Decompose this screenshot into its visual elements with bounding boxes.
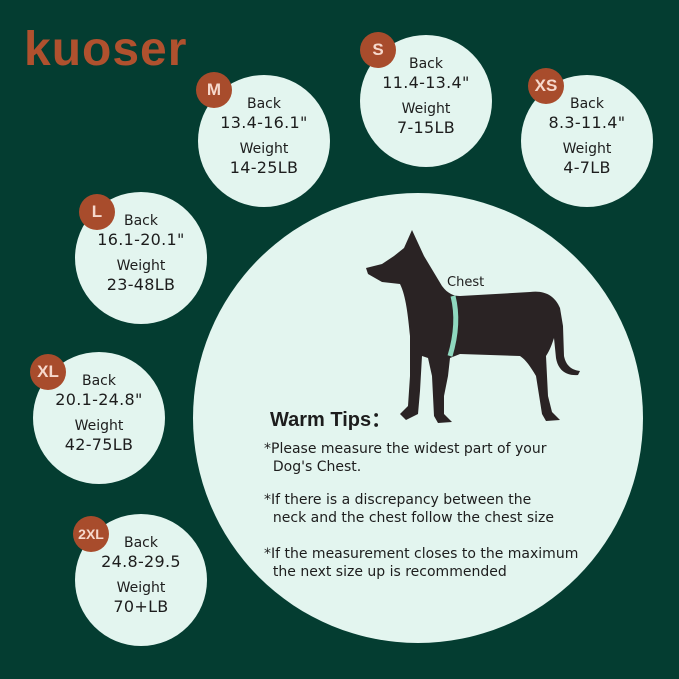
size-circle-xl: Back 20.1-24.8" Weight 42-75LB [33, 352, 165, 484]
back-value: 16.1-20.1" [97, 230, 185, 249]
back-label: Back [570, 96, 604, 112]
back-value: 11.4-13.4" [382, 73, 470, 92]
weight-value: 4-7LB [563, 158, 611, 177]
weight-value: 70+LB [113, 597, 169, 616]
weight-label: Weight [74, 418, 124, 434]
size-badge: XL [30, 354, 66, 390]
weight-label: Weight [116, 580, 166, 596]
weight-value: 7-15LB [396, 118, 455, 137]
measuring-tape-icon [447, 295, 459, 357]
back-label: Back [82, 373, 116, 389]
back-label: Back [247, 96, 281, 112]
weight-value: 42-75LB [64, 435, 134, 454]
weight-label: Weight [401, 101, 451, 117]
back-value: 24.8-29.5 [101, 552, 181, 571]
weight-value: 23-48LB [106, 275, 176, 294]
back-label: Back [124, 213, 158, 229]
kuoser-logo: kuoser [24, 23, 188, 76]
weight-label: Weight [239, 141, 289, 157]
back-value: 8.3-11.4" [548, 113, 626, 132]
size-badge: XS [528, 68, 564, 104]
weight-label: Weight [116, 258, 166, 274]
back-label: Back [409, 56, 443, 72]
tip-item: *Please measure the widest part of your … [264, 441, 547, 475]
size-badge: 2XL [73, 516, 109, 552]
size-badge: M [196, 72, 232, 108]
chest-label: Chest [447, 275, 485, 290]
back-value: 20.1-24.8" [55, 390, 143, 409]
weight-value: 14-25LB [229, 158, 299, 177]
size-badge: S [360, 32, 396, 68]
size-circle-xs: Back 8.3-11.4" Weight 4-7LB [521, 75, 653, 207]
tip-item: *If the measurement closes to the maximu… [264, 546, 579, 580]
weight-label: Weight [562, 141, 612, 157]
size-badge: L [79, 194, 115, 230]
dog-silhouette-icon [366, 230, 580, 423]
tips-title: Warm Tips： [270, 409, 392, 431]
tip-item: *If there is a discrepancy between the n… [264, 492, 555, 526]
back-label: Back [124, 535, 158, 551]
back-value: 13.4-16.1" [220, 113, 308, 132]
